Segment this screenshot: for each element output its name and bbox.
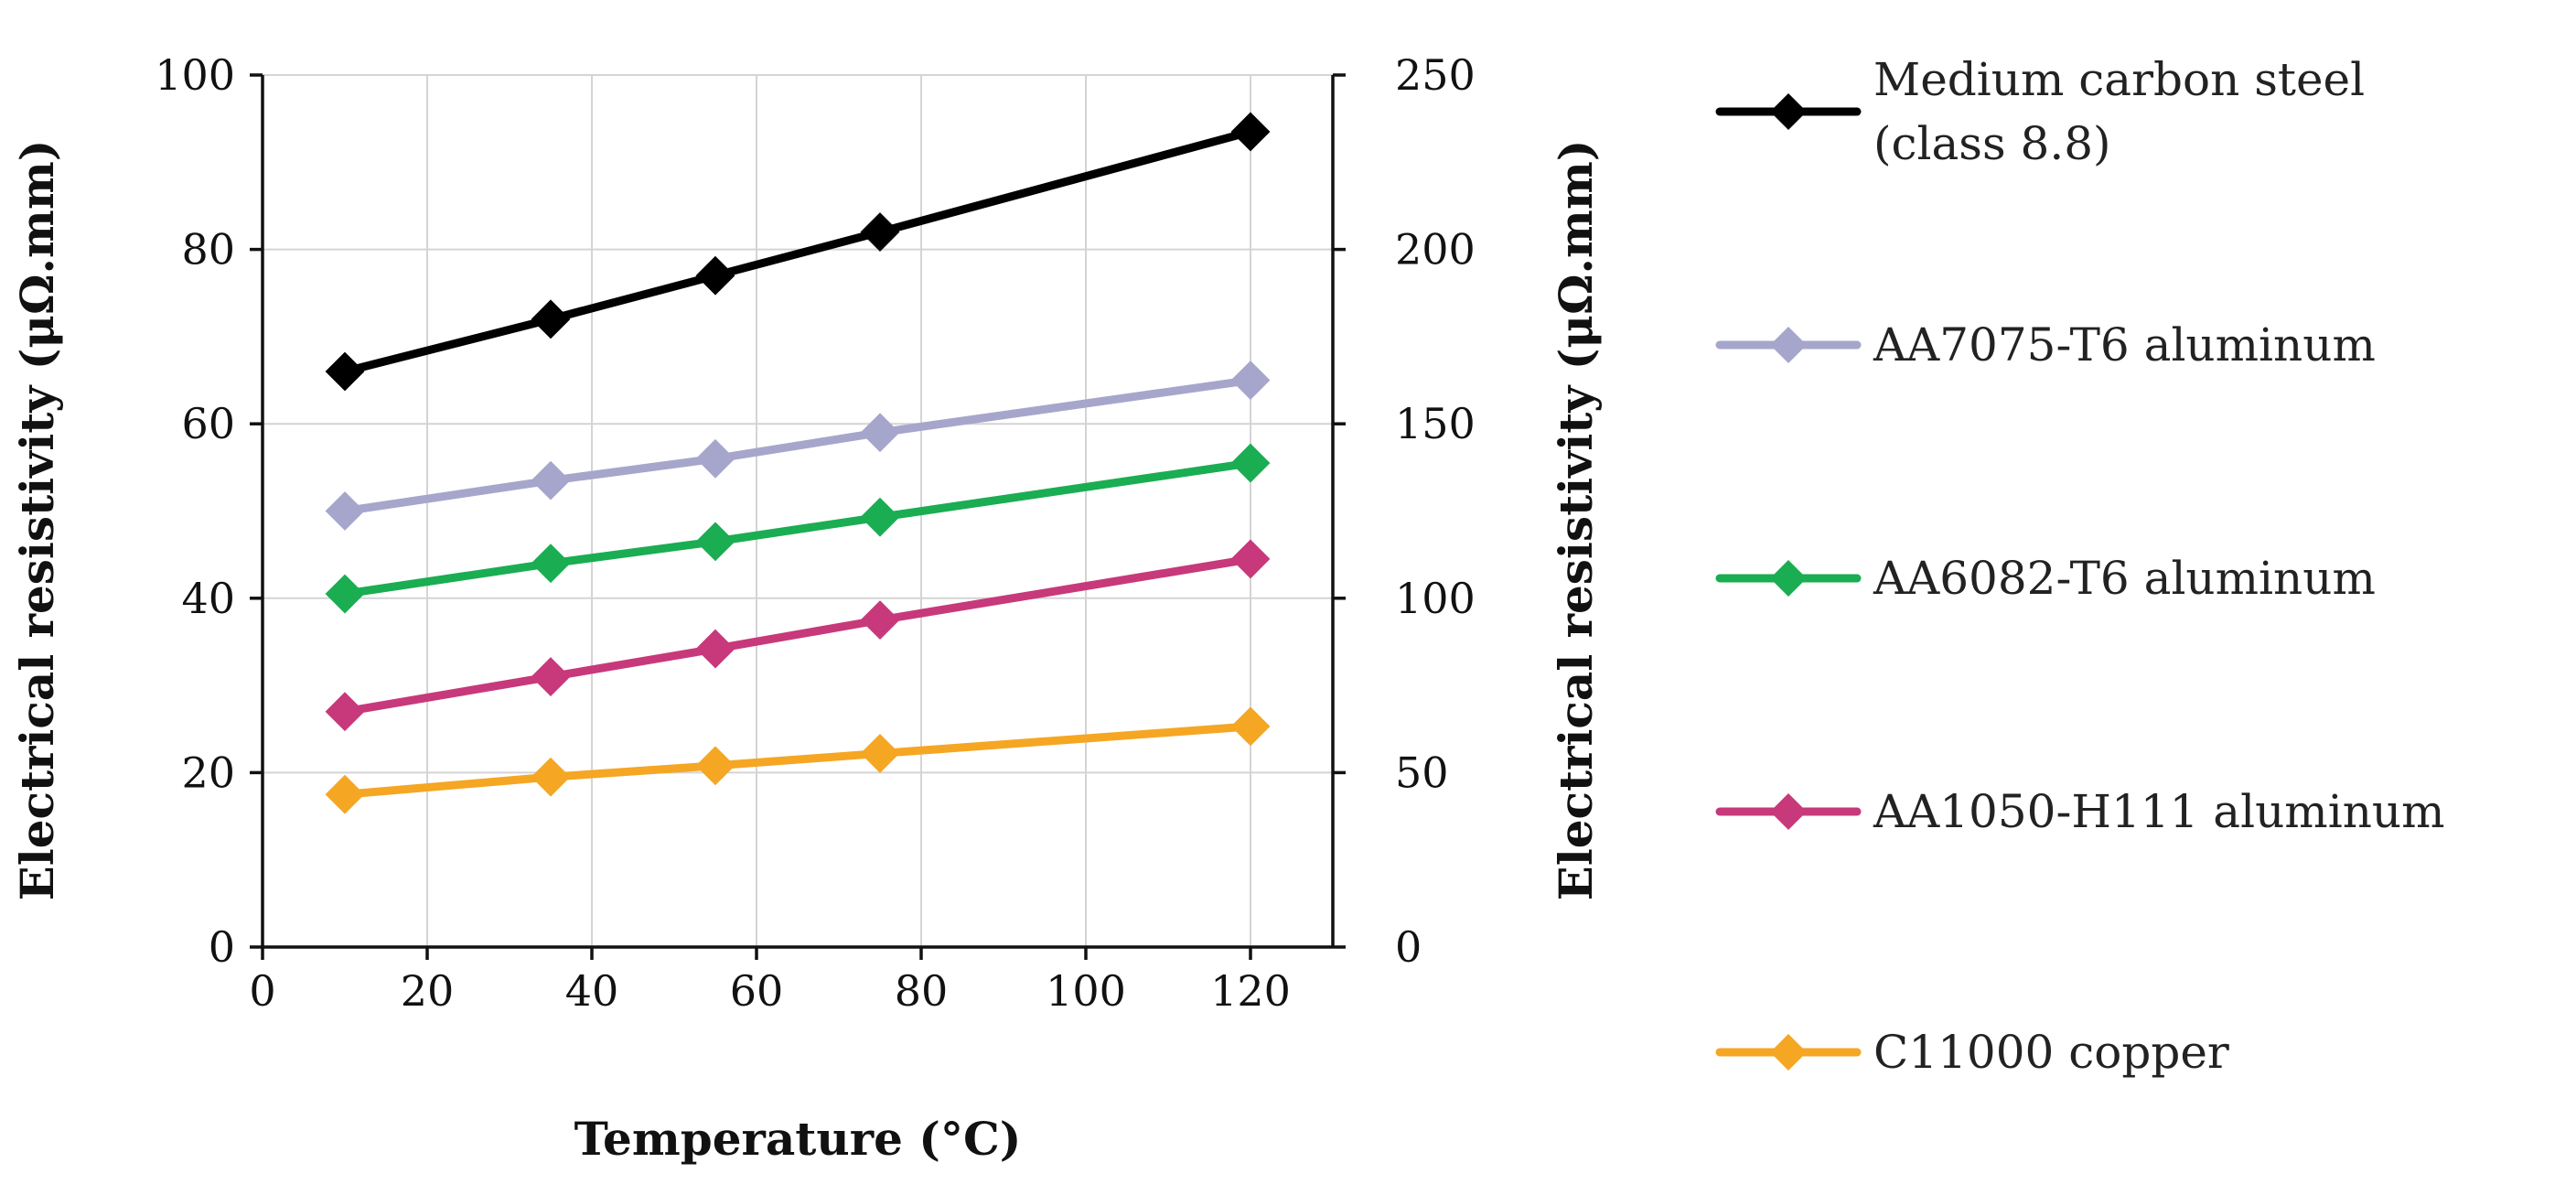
- y-tick-label: 40: [181, 574, 235, 623]
- series-1: [325, 361, 1271, 531]
- y2-axis-title: Electrical resistivity (μΩ.mm): [1549, 140, 1603, 901]
- data-point-marker: [860, 600, 900, 641]
- data-point-marker: [695, 746, 735, 786]
- ticks: 0 20 40 60 80 100 120 0 20 40 60 80 100 0 50 100 150 200 2…: [155, 50, 1476, 1016]
- x-tick-label: 20: [401, 966, 455, 1016]
- legend-item: AA6082-T6 aluminum: [1715, 552, 2376, 605]
- data-point-marker: [325, 574, 365, 614]
- legend-label: Medium carbon steel: [1873, 53, 2365, 106]
- legend-swatch-marker: [1770, 327, 1807, 363]
- legend-swatch-marker: [1770, 793, 1807, 830]
- series-0: [325, 112, 1271, 392]
- y2-tick-label: 0: [1395, 922, 1422, 972]
- axes: [261, 75, 1335, 949]
- legend-label: (class 8.8): [1873, 117, 2111, 170]
- y-tick-label: 0: [209, 922, 235, 972]
- y2-tick-label: 100: [1395, 574, 1476, 623]
- legend-item: AA1050-H111 aluminum: [1715, 785, 2445, 838]
- legend: Medium carbon steel (class 8.8) AA7075-T6 …: [1715, 53, 2445, 1079]
- data-point-marker: [325, 491, 365, 531]
- series-3: [325, 539, 1271, 732]
- y2-tick-label: 150: [1395, 399, 1476, 448]
- y-tick-label: 60: [181, 399, 235, 448]
- series-line: [340, 722, 1255, 799]
- data-point-marker: [531, 299, 571, 339]
- x-tick-label: 60: [730, 966, 784, 1016]
- data-point-marker: [695, 438, 735, 479]
- data-point-marker: [325, 351, 365, 392]
- x-tick-label: 0: [249, 966, 275, 1016]
- data-point-marker: [531, 544, 571, 584]
- legend-label: AA1050-H111 aluminum: [1873, 785, 2445, 838]
- legend-swatch-marker: [1770, 93, 1807, 130]
- data-point-marker: [325, 774, 365, 814]
- y2-tick-label: 200: [1395, 225, 1476, 275]
- x-tick-label: 120: [1210, 966, 1291, 1016]
- data-point-marker: [1230, 706, 1271, 747]
- legend-swatch-marker: [1770, 560, 1807, 597]
- grid: [263, 74, 1333, 947]
- legend-item: AA7075-T6 aluminum: [1715, 318, 2376, 371]
- series-4: [325, 706, 1271, 814]
- series-line: [340, 458, 1255, 598]
- data-point-marker: [325, 692, 365, 732]
- data-point-marker: [1230, 443, 1271, 483]
- x-axis-title: Temperature (°C): [574, 1112, 1022, 1166]
- legend-label: AA6082-T6 aluminum: [1873, 552, 2376, 605]
- series-line: [340, 376, 1255, 515]
- x-tick-label: 80: [895, 966, 949, 1016]
- data-point-marker: [531, 460, 571, 501]
- legend-label: C11000 copper: [1873, 1026, 2229, 1079]
- y-tick-label: 100: [155, 50, 235, 100]
- series: [325, 112, 1271, 814]
- data-point-marker: [860, 734, 900, 773]
- y2-tick-label: 250: [1395, 50, 1476, 100]
- data-point-marker: [695, 629, 735, 669]
- legend-item: C11000 copper: [1715, 1026, 2229, 1079]
- data-point-marker: [695, 522, 735, 562]
- x-tick-label: 100: [1046, 966, 1126, 1016]
- data-point-marker: [531, 757, 571, 797]
- y2-tick-label: 50: [1395, 748, 1449, 797]
- data-point-marker: [860, 497, 900, 537]
- legend-item: Medium carbon steel (class 8.8): [1715, 53, 2365, 170]
- series-2: [325, 443, 1271, 614]
- series-line: [340, 127, 1255, 376]
- y-tick-label: 80: [181, 225, 235, 275]
- legend-swatch-marker: [1770, 1034, 1807, 1071]
- legend-label: AA7075-T6 aluminum: [1873, 318, 2376, 371]
- y-tick-label: 20: [181, 748, 235, 797]
- y-axis-title: Electrical resistivity (μΩ.mm): [10, 140, 64, 901]
- data-point-marker: [1230, 112, 1271, 152]
- data-point-marker: [860, 212, 900, 252]
- data-point-marker: [1230, 539, 1271, 579]
- series-line: [340, 554, 1255, 716]
- data-point-marker: [860, 413, 900, 453]
- x-tick-label: 40: [565, 966, 619, 1016]
- data-point-marker: [695, 255, 735, 296]
- data-point-marker: [1230, 361, 1271, 400]
- data-point-marker: [531, 657, 571, 696]
